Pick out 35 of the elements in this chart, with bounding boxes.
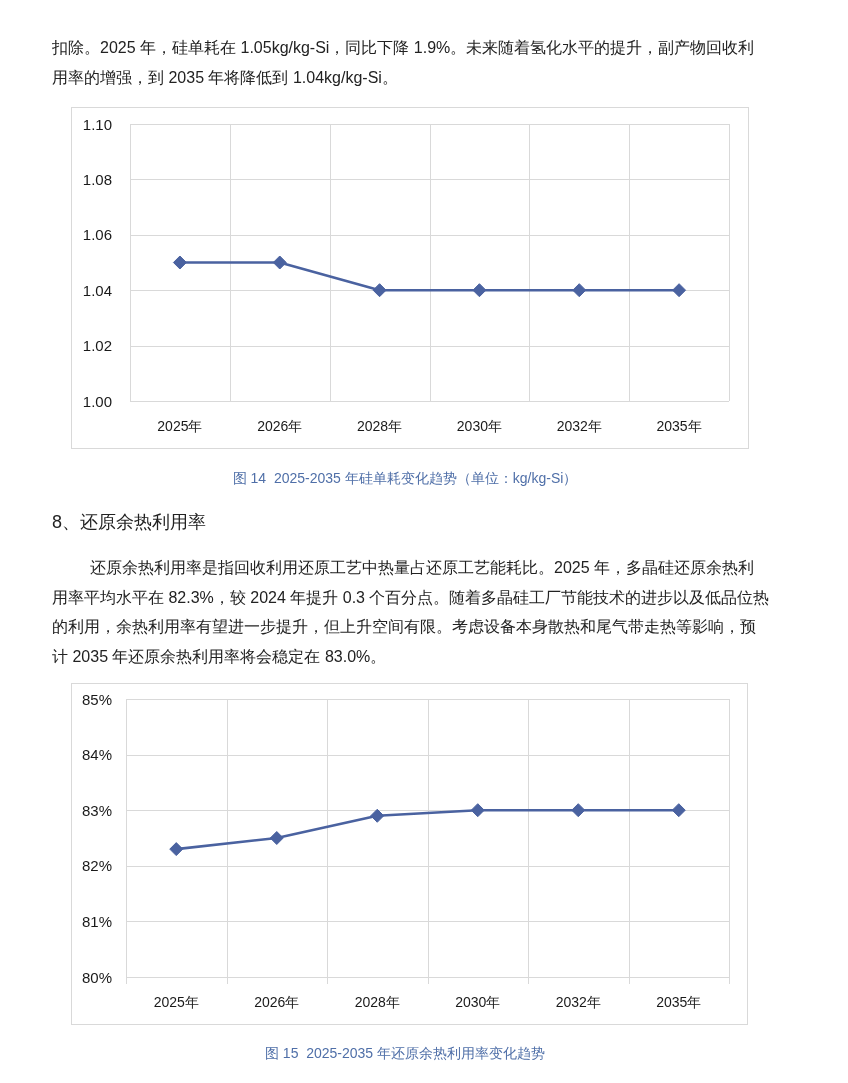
y-tick-label: 1.00 [82,392,112,410]
text: 图 14 2025-2035 年硅单耗变化趋势（单位：kg/kg-Si） [231,469,579,488]
y-tick-label: 84% [81,746,112,764]
x-tick-label: 2035年 [656,418,702,434]
y-tick-label: 82% [81,857,112,875]
x-tick-label: 2026年 [254,994,300,1010]
point [370,808,385,823]
text: 图 15 2025-2035 年还原余热利用率变化趋势 [263,1044,547,1063]
point [169,842,184,857]
text: 扣除。2025 年，硅单耗在 1.05kg/kg-Si，同比下降 1.9%。未来随着氢化水平的提升，副产物回收利用率的增强，到 2035 年将降低到 1.04kg/kg-Si。 [52,38,756,88]
text: 还原余热利用率是指回收利用还原工艺中热量占还原工艺能耗比。2025 年，多晶硅还原余热利用率平均水平在 82.3%，较 2024 年提升 0.3 个百分点。随着多晶硅工厂节能技术的进步以及低品位热的利用，余热利用率有望进一步提升，但上升空间有限。考虑设备本身散热和尾气带走热等影响，预计 2035 年还原余热利用率将会稳定在 83.0%。 [52,558,770,668]
point [671,803,686,818]
y-tick-label: 85% [81,690,112,708]
point [470,803,485,818]
y-tick-label: 1.08 [82,170,112,188]
point [269,831,284,845]
y-tick-label: 80% [81,968,112,986]
x-tick-label: 2032年 [555,994,601,1010]
x-tick-label: 2032年 [556,418,602,434]
x-tick-label: 2025年 [157,418,203,434]
x-tick-label: 2025年 [153,994,199,1010]
x-tick-label: 2028年 [354,994,400,1010]
point [571,803,586,818]
y-tick-label: 1.10 [82,115,112,133]
y-tick-label: 1.04 [82,281,112,299]
y-tick-label: 1.02 [82,337,112,355]
text: 8、还原余热利用率 [52,511,207,534]
x-tick-label: 2030年 [456,418,502,434]
y-tick-label: 81% [81,912,112,930]
y-tick-label: 1.06 [82,226,112,244]
x-tick-label: 2030年 [455,994,501,1010]
x-tick-label: 2028年 [357,418,403,434]
x-tick-label: 2035年 [656,994,702,1010]
x-tick-label: 2026年 [257,418,303,434]
y-tick-label: 83% [81,801,112,819]
